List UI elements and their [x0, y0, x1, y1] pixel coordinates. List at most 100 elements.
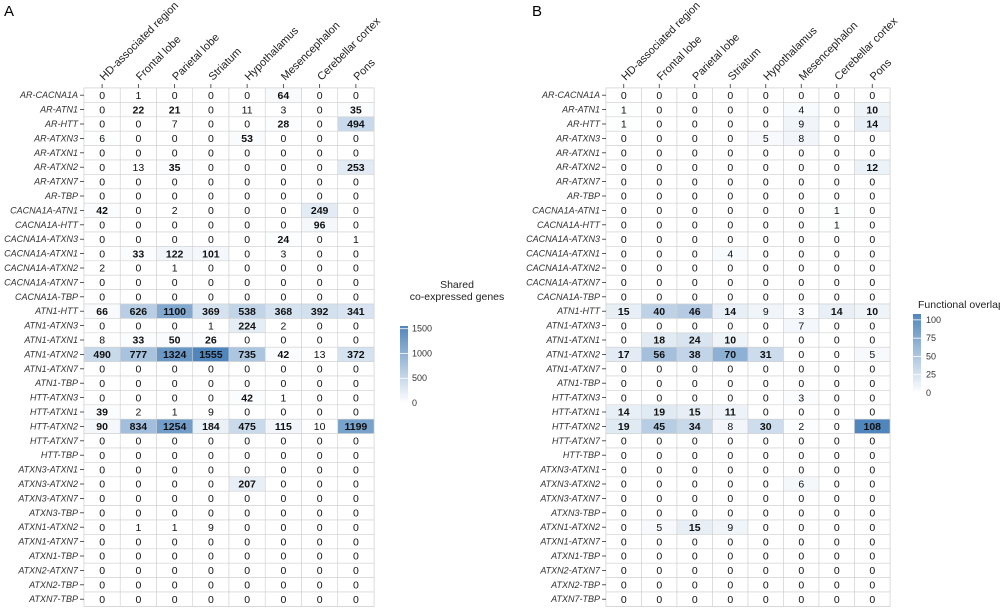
cell-value: 0 — [834, 320, 840, 332]
cell-value: 0 — [172, 508, 178, 520]
cell-value: 0 — [353, 464, 359, 476]
cell-value: 0 — [798, 335, 804, 347]
cell-value: 0 — [208, 364, 214, 376]
cell-value: 7 — [798, 320, 804, 332]
cell-value: 3 — [798, 306, 804, 318]
cell-value: 0 — [621, 392, 627, 404]
cell-value: 56 — [653, 349, 665, 361]
cell-value: 0 — [99, 436, 105, 448]
cell-value: 0 — [656, 220, 662, 232]
cell-value: 0 — [727, 536, 733, 548]
cell-value: 0 — [869, 133, 875, 145]
cell-value: 0 — [763, 407, 769, 419]
cell-value: 0 — [244, 364, 250, 376]
cell-value: 6 — [798, 479, 804, 491]
cell-value: 0 — [798, 162, 804, 174]
cell-value: 0 — [244, 90, 250, 102]
cell-value: 0 — [798, 493, 804, 505]
cell-value: 0 — [834, 522, 840, 534]
cell-value: 0 — [798, 248, 804, 260]
cell-value: 24 — [278, 234, 290, 246]
row-label: HTT-ATXN1 — [552, 407, 600, 417]
cell-value: 5 — [763, 133, 769, 145]
cell-value: 0 — [621, 378, 627, 390]
cell-value: 0 — [353, 90, 359, 102]
cell-value: 0 — [727, 594, 733, 606]
cell-value: 0 — [798, 191, 804, 203]
cell-value: 0 — [869, 407, 875, 419]
cell-value: 0 — [280, 292, 286, 304]
cell-value: 0 — [763, 162, 769, 174]
cell-value: 1 — [172, 522, 178, 534]
cell-value: 0 — [135, 292, 141, 304]
cell-value: 0 — [99, 234, 105, 246]
cell-value: 0 — [869, 594, 875, 606]
cell-value: 0 — [692, 536, 698, 548]
row-label: AR-CACNA1A — [541, 90, 600, 100]
cell-value: 0 — [99, 508, 105, 520]
cell-value: 15 — [618, 306, 630, 318]
cell-value: 0 — [656, 248, 662, 260]
cell-value: 0 — [727, 90, 733, 102]
cell-value: 53 — [241, 133, 253, 145]
cell-value: 0 — [317, 148, 323, 160]
cell-value: 372 — [347, 349, 365, 361]
cell-value: 0 — [317, 580, 323, 592]
cell-value: 14 — [831, 306, 843, 318]
cell-value: 0 — [280, 277, 286, 289]
cell-value: 0 — [869, 191, 875, 203]
cell-value: 0 — [244, 292, 250, 304]
cell-value: 0 — [317, 133, 323, 145]
row-label: ATXN3-ATXN7 — [17, 493, 79, 503]
cell-value: 0 — [834, 536, 840, 548]
cell-value: 0 — [869, 479, 875, 491]
cell-value: 2 — [99, 263, 105, 275]
cell-value: 341 — [347, 306, 365, 318]
cell-value: 0 — [317, 263, 323, 275]
cell-value: 0 — [869, 90, 875, 102]
cell-value: 0 — [172, 90, 178, 102]
cell-value: 2 — [172, 205, 178, 217]
row-label: HTT-ATXN7 — [552, 436, 601, 446]
cell-value: 0 — [692, 176, 698, 188]
cell-value: 0 — [656, 450, 662, 462]
row-label: ATN1-ATXN7 — [23, 364, 79, 374]
cell-value: 0 — [692, 479, 698, 491]
legend-tick-label: 1000 — [412, 348, 432, 358]
row-label: AR-ATXN2 — [555, 162, 600, 172]
cell-value: 0 — [280, 176, 286, 188]
row-label: CACNA1A-ATXN7 — [526, 277, 601, 287]
cell-value: 0 — [798, 522, 804, 534]
cell-value: 0 — [763, 234, 769, 246]
cell-value: 0 — [208, 263, 214, 275]
cell-value: 0 — [317, 364, 323, 376]
cell-value: 0 — [656, 392, 662, 404]
cell-value: 9 — [798, 119, 804, 131]
cell-value: 0 — [727, 133, 733, 145]
cell-value: 0 — [727, 162, 733, 174]
cell-value: 0 — [317, 594, 323, 606]
cell-value: 0 — [172, 493, 178, 505]
cell-value: 0 — [656, 162, 662, 174]
cell-value: 0 — [99, 594, 105, 606]
cell-value: 1 — [834, 220, 840, 232]
cell-value: 0 — [656, 176, 662, 188]
cell-value: 0 — [99, 119, 105, 131]
cell-value: 0 — [656, 508, 662, 520]
cell-value: 0 — [798, 536, 804, 548]
column-label: Pons — [352, 57, 379, 84]
cell-value: 19 — [618, 421, 630, 433]
row-label: HTT-ATXN7 — [30, 436, 79, 446]
cell-value: 0 — [798, 508, 804, 520]
cell-value: 0 — [317, 436, 323, 448]
cell-value: 0 — [798, 407, 804, 419]
cell-value: 0 — [763, 320, 769, 332]
cell-value: 0 — [244, 508, 250, 520]
cell-value: 0 — [692, 277, 698, 289]
cell-value: 777 — [130, 349, 148, 361]
cell-value: 0 — [798, 464, 804, 476]
cell-value: 0 — [172, 436, 178, 448]
row-label: AR-ATXN1 — [33, 148, 78, 158]
cell-value: 0 — [208, 551, 214, 563]
